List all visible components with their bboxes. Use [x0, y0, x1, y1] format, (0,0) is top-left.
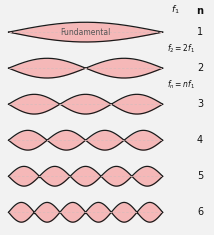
Text: $f_n = nf_1$: $f_n = nf_1$	[167, 79, 195, 91]
Text: 6: 6	[197, 207, 203, 217]
Text: 2: 2	[197, 63, 203, 73]
Text: 3: 3	[197, 99, 203, 109]
Text: $f_2 = 2f_1$: $f_2 = 2f_1$	[167, 43, 195, 55]
Text: Fundamental: Fundamental	[60, 28, 111, 37]
Text: 1: 1	[197, 27, 203, 37]
Text: 5: 5	[197, 171, 203, 181]
Text: 4: 4	[197, 135, 203, 145]
Text: $f_1$: $f_1$	[171, 4, 180, 16]
Text: n: n	[197, 6, 204, 16]
